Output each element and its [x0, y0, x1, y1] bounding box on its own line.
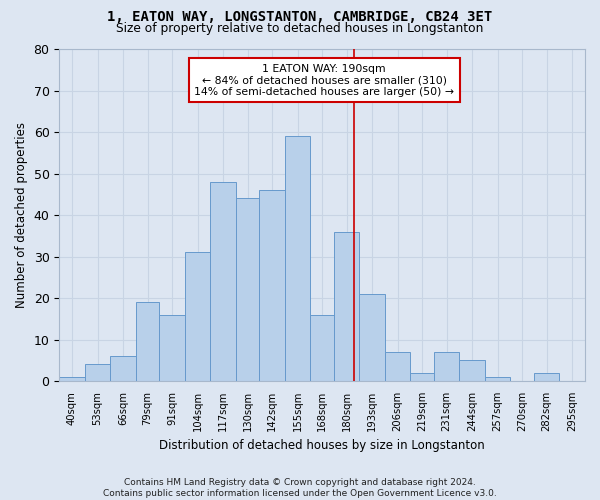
- Bar: [160, 314, 185, 381]
- Bar: [185, 252, 211, 381]
- Bar: [211, 182, 236, 381]
- Text: 1 EATON WAY: 190sqm
← 84% of detached houses are smaller (310)
14% of semi-detac: 1 EATON WAY: 190sqm ← 84% of detached ho…: [194, 64, 454, 96]
- Bar: [85, 364, 110, 381]
- Bar: [485, 377, 511, 381]
- Bar: [410, 373, 434, 381]
- X-axis label: Distribution of detached houses by size in Longstanton: Distribution of detached houses by size …: [159, 440, 485, 452]
- Bar: [359, 294, 385, 381]
- Text: 1, EATON WAY, LONGSTANTON, CAMBRIDGE, CB24 3ET: 1, EATON WAY, LONGSTANTON, CAMBRIDGE, CB…: [107, 10, 493, 24]
- Bar: [385, 352, 410, 381]
- Bar: [236, 198, 259, 381]
- Bar: [434, 352, 460, 381]
- Bar: [136, 302, 160, 381]
- Bar: [534, 373, 559, 381]
- Bar: [460, 360, 485, 381]
- Bar: [334, 232, 359, 381]
- Bar: [310, 314, 334, 381]
- Y-axis label: Number of detached properties: Number of detached properties: [15, 122, 28, 308]
- Text: Contains HM Land Registry data © Crown copyright and database right 2024.
Contai: Contains HM Land Registry data © Crown c…: [103, 478, 497, 498]
- Text: Size of property relative to detached houses in Longstanton: Size of property relative to detached ho…: [116, 22, 484, 35]
- Bar: [285, 136, 310, 381]
- Bar: [259, 190, 285, 381]
- Bar: [110, 356, 136, 381]
- Bar: [59, 377, 85, 381]
